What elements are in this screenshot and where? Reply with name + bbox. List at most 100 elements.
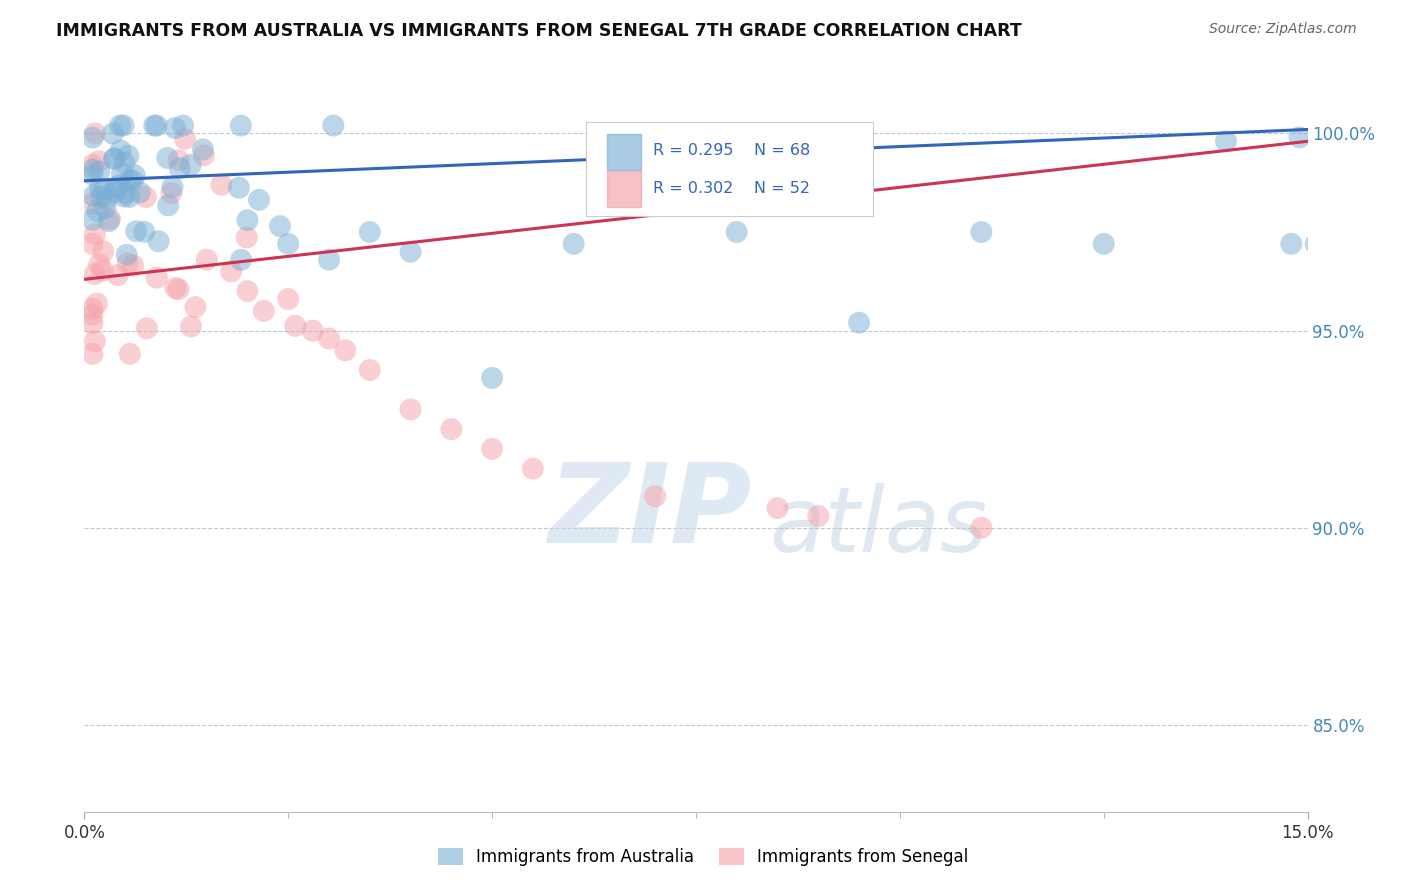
Point [1215, 134, 1237, 148]
Point [148, 234, 170, 248]
Point [82, 168, 104, 182]
Point [145, 119, 167, 133]
Point [174, 132, 197, 146]
Point [82, 347, 104, 361]
Point [235, 230, 257, 244]
Point [209, 178, 232, 192]
Point [162, 180, 184, 194]
FancyBboxPatch shape [586, 122, 873, 216]
Point [1305, 236, 1327, 251]
Point [82, 316, 104, 330]
Point [84, 227, 107, 242]
Text: Source: ZipAtlas.com: Source: ZipAtlas.com [1209, 22, 1357, 37]
Point [277, 236, 299, 251]
Point [184, 300, 207, 314]
Point [522, 461, 544, 475]
Point [103, 151, 125, 165]
Point [134, 225, 156, 239]
Point [236, 213, 259, 227]
Point [644, 489, 666, 503]
Point [112, 119, 135, 133]
Point [157, 198, 180, 212]
Point [167, 153, 190, 168]
Point [970, 521, 993, 535]
Legend: Immigrants from Australia, Immigrants from Senegal: Immigrants from Australia, Immigrants fr… [430, 841, 976, 873]
Point [117, 256, 139, 270]
Point [82, 162, 104, 177]
Point [110, 144, 132, 158]
Point [115, 248, 138, 262]
Point [86, 296, 108, 310]
Point [117, 149, 139, 163]
Point [766, 501, 789, 516]
Point [84, 127, 107, 141]
Point [163, 120, 186, 135]
Point [146, 270, 169, 285]
Point [118, 174, 141, 188]
Point [82, 301, 104, 316]
Point [82, 236, 104, 251]
Point [247, 193, 270, 207]
Point [191, 143, 214, 157]
Point [91, 264, 114, 278]
Point [122, 259, 145, 273]
Point [97, 214, 120, 228]
Point [111, 167, 134, 181]
Point [112, 189, 135, 203]
Point [318, 331, 340, 345]
Text: ZIP: ZIP [550, 458, 752, 566]
Point [301, 324, 323, 338]
Point [83, 189, 105, 203]
Point [167, 282, 190, 296]
Point [195, 252, 218, 267]
Point [180, 319, 202, 334]
Point [82, 130, 104, 145]
Point [128, 186, 150, 200]
Point [135, 190, 157, 204]
Point [107, 268, 129, 282]
Text: R = 0.295    N = 68: R = 0.295 N = 68 [654, 144, 810, 159]
Point [229, 119, 252, 133]
Text: R = 0.302    N = 52: R = 0.302 N = 52 [654, 181, 810, 196]
Point [118, 190, 141, 204]
Point [83, 267, 105, 281]
Point [970, 225, 993, 239]
Point [172, 119, 194, 133]
Point [121, 173, 143, 187]
Point [359, 225, 381, 239]
Point [86, 204, 108, 219]
Point [83, 334, 105, 348]
Point [104, 181, 127, 195]
Point [90, 189, 112, 203]
Point [82, 308, 104, 322]
Point [94, 183, 117, 197]
Point [481, 371, 503, 385]
Point [135, 321, 157, 335]
Text: atlas: atlas [769, 483, 987, 571]
Point [87, 154, 110, 169]
Point [91, 244, 114, 259]
Point [231, 252, 253, 267]
Point [335, 343, 357, 358]
Point [143, 119, 166, 133]
Point [118, 347, 141, 361]
Bar [606, 171, 641, 207]
Point [269, 219, 291, 233]
Point [103, 152, 125, 166]
Point [253, 304, 276, 318]
Point [114, 186, 136, 200]
Point [1288, 130, 1310, 145]
Point [82, 212, 104, 227]
Point [848, 316, 870, 330]
Point [562, 236, 585, 251]
Point [98, 211, 121, 226]
Bar [606, 134, 641, 169]
Point [807, 508, 830, 523]
Point [284, 318, 307, 333]
Point [1313, 244, 1336, 259]
Point [1092, 236, 1115, 251]
Point [82, 158, 104, 172]
Point [101, 127, 124, 141]
Point [322, 119, 344, 133]
Point [160, 186, 183, 200]
